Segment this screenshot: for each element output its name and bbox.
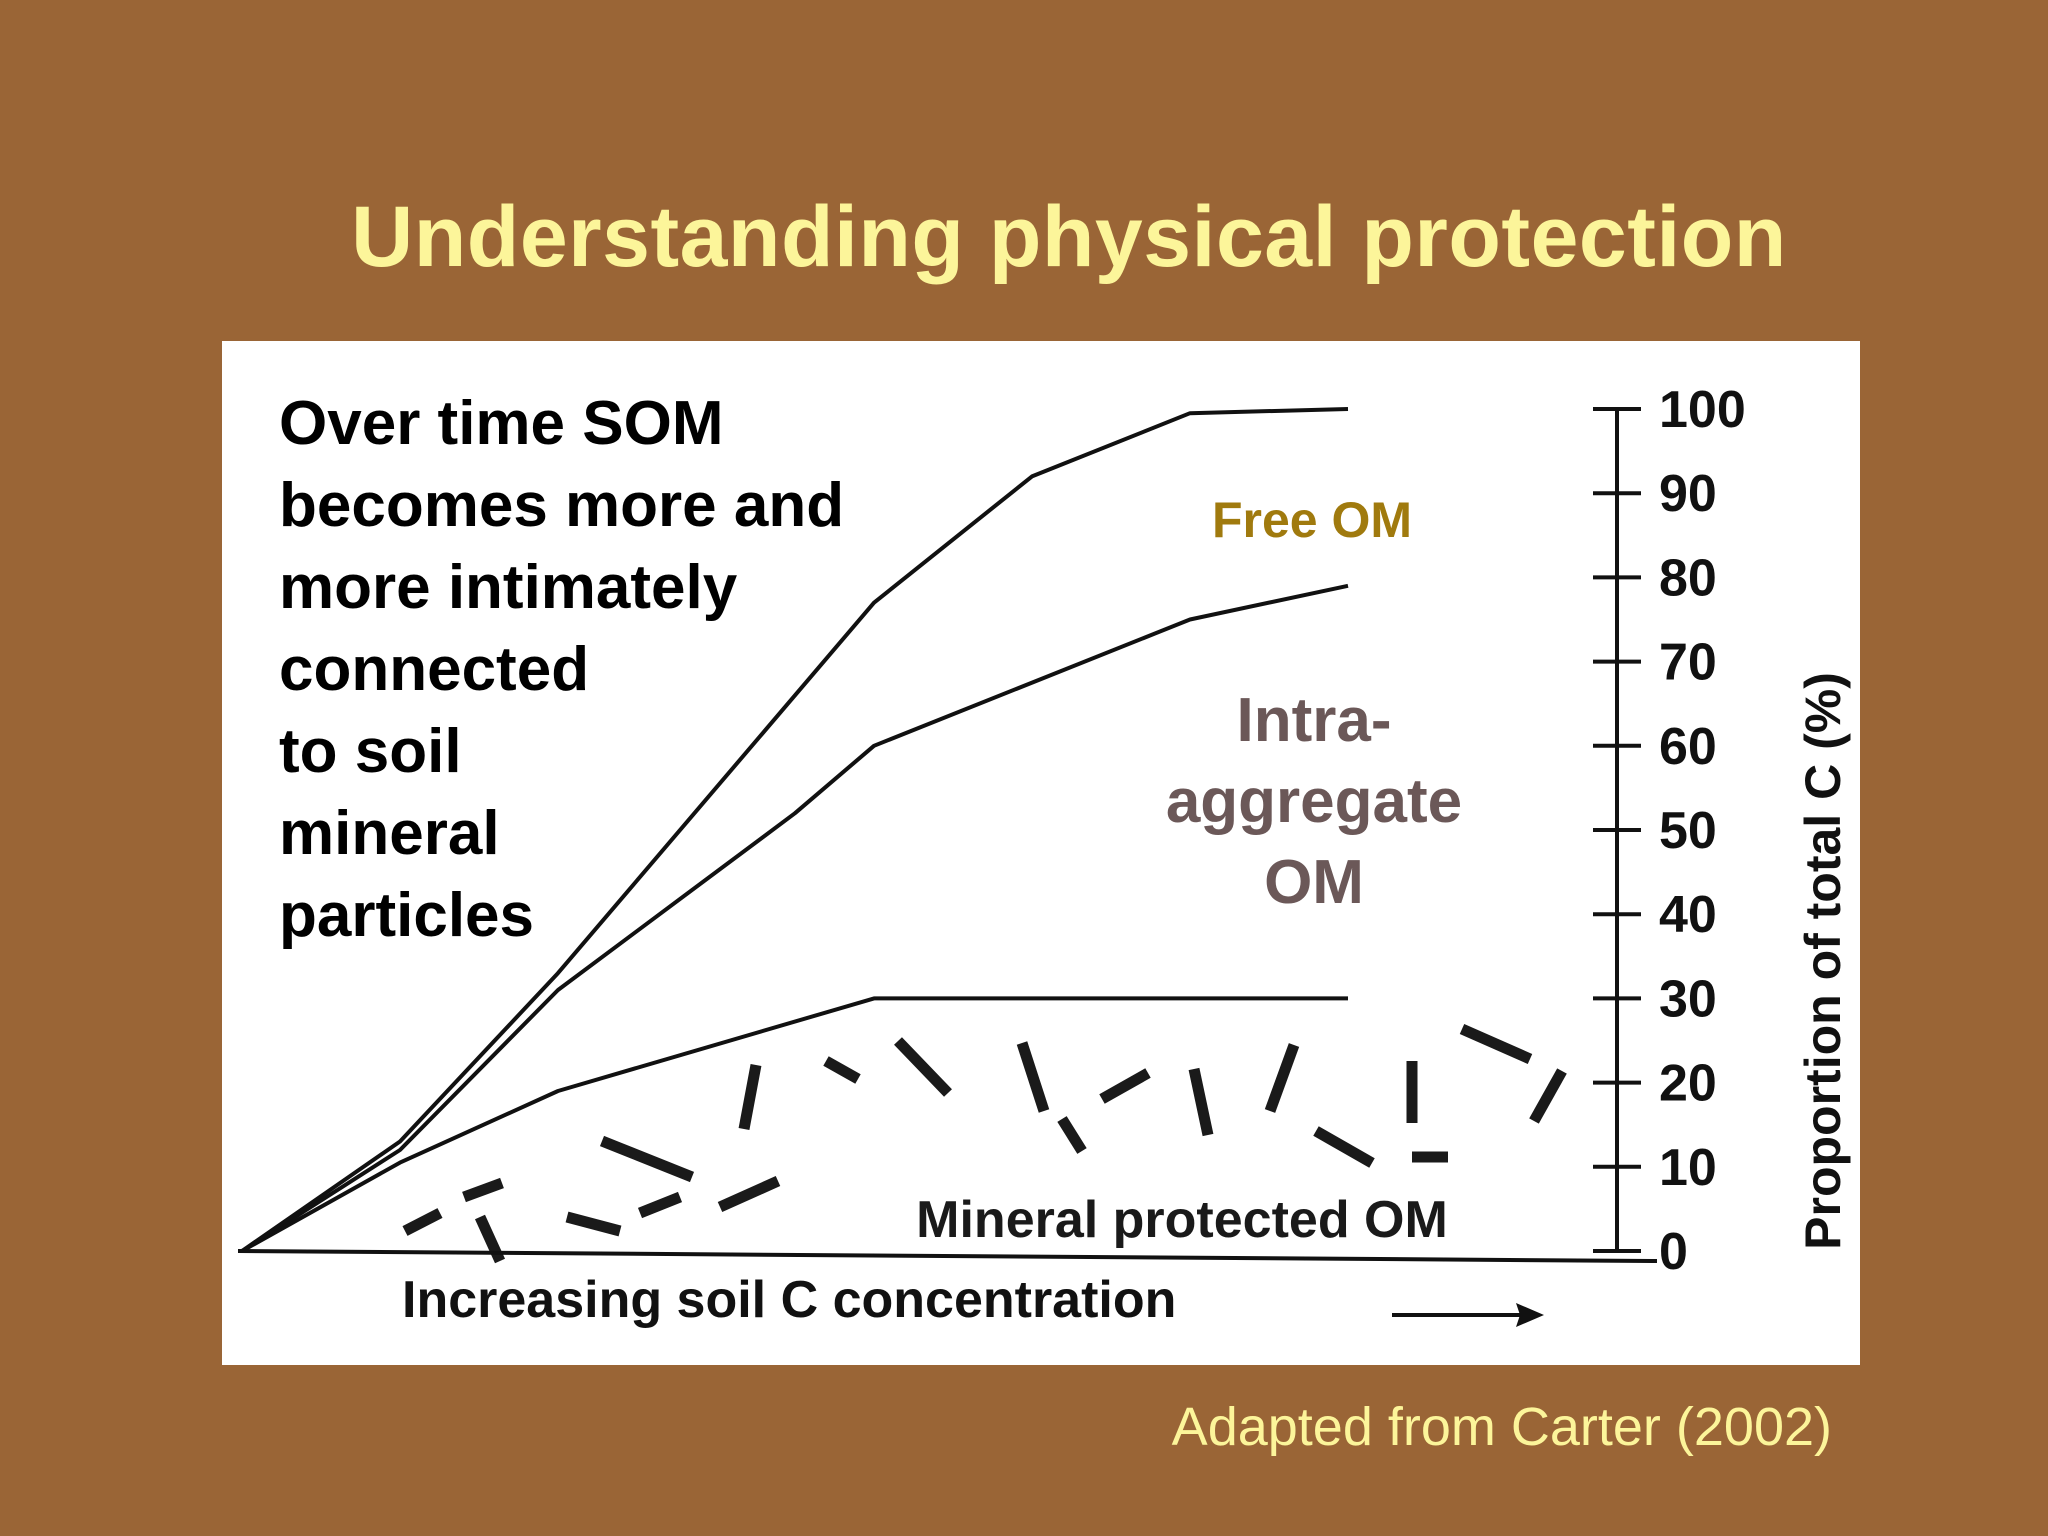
- chart-note: Over time SOM becomes more and more inti…: [279, 383, 999, 957]
- y-axis-label: Proportion of total C (%): [1795, 672, 1851, 1250]
- intra-aggregate-label-line: OM: [1264, 848, 1364, 917]
- y-tick-label: 10: [1659, 1139, 1717, 1197]
- chart-note-line: to soil: [279, 717, 462, 786]
- mineral-particle: [1459, 1023, 1533, 1065]
- boundary-line-intra-upper: [240, 583, 1349, 1253]
- y-tick-label: 80: [1659, 549, 1717, 607]
- mineral-protected-om-label: Mineral protected OM: [916, 1191, 1448, 1249]
- mineral-particle: [462, 1177, 504, 1203]
- y-tick-label: 20: [1659, 1055, 1717, 1113]
- y-tick-label: 0: [1659, 1223, 1688, 1281]
- chart-note-line: more intimately: [279, 553, 738, 622]
- x-axis-line: [237, 1249, 1658, 1263]
- chart-svg: 0 10 20 30 40 50 60 70 80 90 100 Free OM Intra- ag…: [237, 381, 1851, 1329]
- y-tick-label: 100: [1659, 381, 1746, 439]
- mineral-particle: [402, 1208, 443, 1236]
- mineral-particle: [738, 1063, 762, 1131]
- intra-aggregate-label-line: aggregate: [1166, 767, 1462, 836]
- mineral-particle: [1016, 1041, 1050, 1113]
- chart-panel: Over time SOM becomes more and more inti…: [222, 341, 1860, 1365]
- y-axis: 0 10 20 30 40 50 60 70 80 90 100: [1593, 381, 1746, 1281]
- chart-note-line: becomes more and: [279, 471, 845, 540]
- mineral-particle: [1188, 1067, 1214, 1137]
- mineral-particle: [1264, 1043, 1300, 1113]
- source-caption: Adapted from Carter (2002): [1171, 1397, 1832, 1457]
- page-title: Understanding physical protection: [351, 189, 1787, 285]
- y-tick-label: 90: [1659, 465, 1717, 523]
- boundary-line-free-upper: [240, 407, 1349, 1253]
- chart-note-line: connected: [279, 635, 590, 704]
- y-tick-label: 30: [1659, 970, 1717, 1028]
- x-axis-arrow: [1392, 1303, 1544, 1327]
- chart-note-line: Over time SOM: [279, 389, 724, 458]
- mineral-particle: [565, 1211, 622, 1237]
- x-axis-label: Increasing soil C concentration: [402, 1271, 1176, 1329]
- mineral-particle: [1057, 1116, 1087, 1154]
- y-tick-label: 50: [1659, 802, 1717, 860]
- chart-note-line: mineral: [279, 799, 500, 868]
- y-tick-label: 60: [1659, 718, 1717, 776]
- mineral-particle: [894, 1037, 952, 1097]
- mineral-particle: [823, 1056, 861, 1084]
- y-tick-label: 40: [1659, 886, 1717, 944]
- mineral-particle: [717, 1175, 781, 1213]
- boundary-lines: [240, 407, 1349, 1253]
- mineral-particle: [637, 1191, 683, 1219]
- mineral-particles: [402, 1023, 1567, 1264]
- y-tick-label: 70: [1659, 634, 1717, 692]
- boundary-line-mineral-upper: [241, 996, 1348, 1253]
- mineral-particle: [1313, 1126, 1375, 1168]
- chart-note-line: particles: [279, 881, 535, 950]
- mineral-particle: [1529, 1068, 1567, 1124]
- mineral-particle: [599, 1135, 695, 1183]
- mineral-particle: [1099, 1068, 1151, 1104]
- intra-aggregate-label-line: Intra-: [1237, 686, 1392, 755]
- free-om-label: Free OM: [1212, 492, 1412, 548]
